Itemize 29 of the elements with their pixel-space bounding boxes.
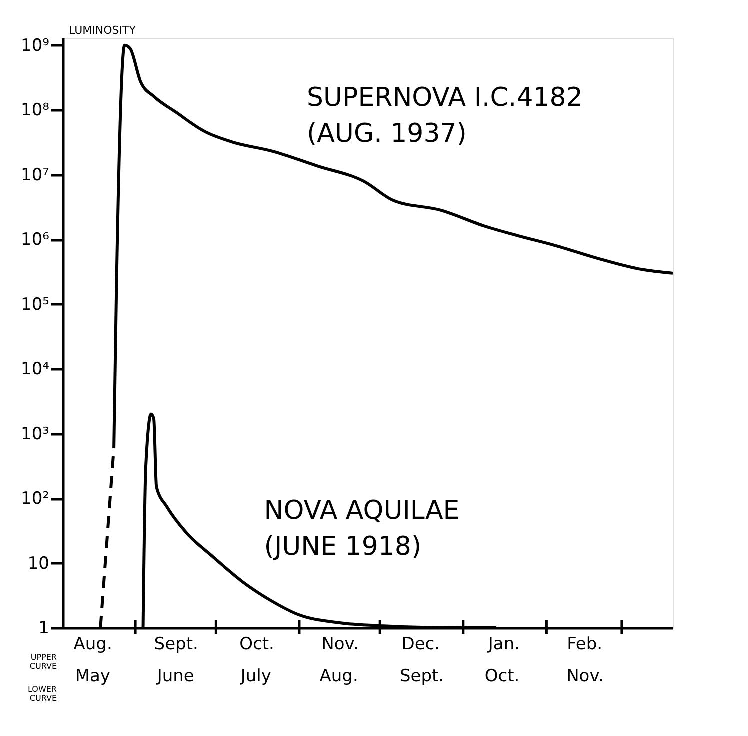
y-tick-label: 10² (21, 489, 50, 510)
x-tick-label: Sept. (154, 634, 198, 654)
x-tick-label: Jan. (487, 634, 520, 654)
x2-tick-label: Sept. (400, 666, 444, 686)
y-axis-title: LUMINOSITY (69, 24, 136, 37)
series-label: NOVA AQUILAE (JUNE 1918) (264, 496, 460, 562)
x-tick-label: Nov. (322, 634, 359, 654)
x-tick-label: Feb. (567, 634, 603, 654)
x2-tick-label: Aug. (320, 666, 358, 686)
y-tick-label: 10⁹ (21, 36, 50, 56)
x2-tick-label: Oct. (484, 666, 520, 686)
text: UPPER CURVE (30, 653, 58, 671)
x-tick-label: Dec. (402, 634, 440, 654)
x-tick-label: Aug. (74, 634, 112, 654)
x2-tick-label: Nov. (566, 666, 604, 686)
y-tick-label: 10 (28, 554, 50, 574)
y-tick-label: 10⁴ (21, 360, 50, 380)
y-tick-label: 10⁵ (21, 294, 50, 315)
series-label: SUPERNOVA I.C.4182 (AUG. 1937) (307, 83, 583, 150)
y-tick-label: 10⁷ (21, 165, 50, 186)
x2-tick-label: May (75, 666, 111, 686)
x2-tick-label: June (156, 666, 194, 686)
x2-tick-label: July (240, 666, 272, 686)
y-tick-label: 10⁸ (21, 100, 50, 121)
x-tick-label: Oct. (240, 634, 274, 654)
y-tick-label: 10³ (21, 424, 50, 444)
text: LOWER CURVE (28, 685, 58, 703)
y-tick-label: 10⁶ (21, 230, 50, 250)
y-tick-label: 1 (38, 618, 50, 638)
